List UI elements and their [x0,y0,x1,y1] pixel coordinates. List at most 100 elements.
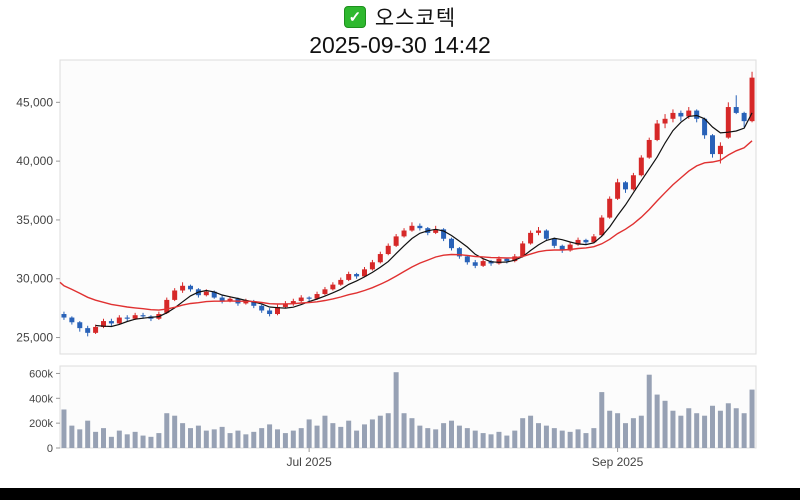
volume-bar [464,428,470,448]
volume-bar [725,403,731,448]
volume-bar [536,423,541,448]
price-axis-label: 30,000 [16,272,53,286]
price-plot-area [59,59,757,355]
price-axis-label: 35,000 [16,213,53,227]
price-axis-label: 45,000 [16,95,53,109]
volume-bar [551,428,557,448]
volume-bar [180,423,186,448]
volume-bar [409,418,415,448]
candle-body [559,245,565,251]
candle-body [441,229,447,239]
price-axis-label: 40,000 [16,154,53,168]
volume-bar [702,415,708,448]
volume-bar [314,425,320,448]
candle-body [69,317,75,323]
volume-bar [567,431,573,448]
candle-body [575,239,581,245]
volume-bar [354,430,360,448]
candle-body [456,248,462,257]
volume-bar [741,413,747,448]
volume-bar [203,430,209,448]
candle-body [449,238,454,249]
candle-body [599,217,605,236]
volume-bar [686,408,692,448]
candle-body [702,118,708,136]
candle-body [354,274,360,277]
volume-bar [678,415,684,448]
volume-bar [346,420,352,448]
candle-body [662,118,668,124]
volume-bar [124,434,130,448]
volume-bar [148,436,154,448]
candle-body [203,291,209,296]
candle-body [77,322,83,329]
volume-bar [717,410,723,448]
candle-body [108,321,114,324]
candle-body [101,321,106,327]
candle-body [338,279,344,285]
candle-body [330,284,336,290]
volume-axis-label: 200k [29,418,53,430]
volume-bar [282,433,288,448]
volume-bar [694,413,700,448]
volume-bar [472,430,478,448]
candlestick-volume-chart[interactable]: 25,000 30,000 35,000 40,000 45,000 0 200k 400k 6… [0,58,800,488]
chart-timestamp: 2025-09-30 14:42 [309,32,491,58]
volume-bar [77,429,83,448]
candle-body [717,145,723,155]
candle-body [472,262,478,266]
volume-axis-label: 400k [29,393,53,405]
volume-bar [710,405,715,448]
volume-bar [441,423,447,448]
volume-bar [607,410,613,448]
volume-bar [583,433,589,448]
candle-body [464,256,470,263]
candle-body [741,112,747,122]
volume-bar [156,433,162,448]
candle-body [567,244,573,251]
volume-bar [85,420,91,448]
candle-body [362,269,367,277]
volume-axis-label: 0 [47,443,53,455]
candle-body [504,258,510,262]
candle-body [172,290,178,300]
volume-bar [243,434,249,448]
candle-body [543,230,549,239]
volume-bar [132,431,138,448]
candle-body [749,77,755,122]
volume-bar [369,419,375,448]
candle-body [417,225,423,229]
volume-bar [417,425,423,448]
volume-bar [101,428,106,448]
volume-bar [61,409,67,448]
candle-body [93,326,99,333]
candle-body [140,315,146,317]
candle-body [607,198,613,218]
volume-bar [425,428,431,448]
volume-bar [599,392,605,448]
candle-body [401,230,407,237]
volume-bar [195,425,201,448]
volume-bar [140,435,146,448]
ma-fast-line [95,112,753,328]
candle-body [433,229,439,233]
volume-bar [322,415,328,448]
volume-bar [654,394,660,448]
volume-bar [385,413,391,448]
checked-checkbox-icon[interactable]: ✓ [343,6,366,28]
volume-bar [235,430,241,448]
candle-body [646,139,652,158]
volume-bar [330,423,336,448]
candle-body [409,225,415,231]
candle-body [694,110,700,119]
candle-body [623,182,628,190]
volume-bar [116,430,122,448]
candle-body [306,297,312,299]
candle-body [725,107,731,138]
volume-bar [662,400,668,448]
volume-bar [108,436,114,448]
candle-body [282,303,288,307]
candle-body [346,274,352,280]
volume-bar [362,424,367,448]
candle-body [211,291,217,298]
